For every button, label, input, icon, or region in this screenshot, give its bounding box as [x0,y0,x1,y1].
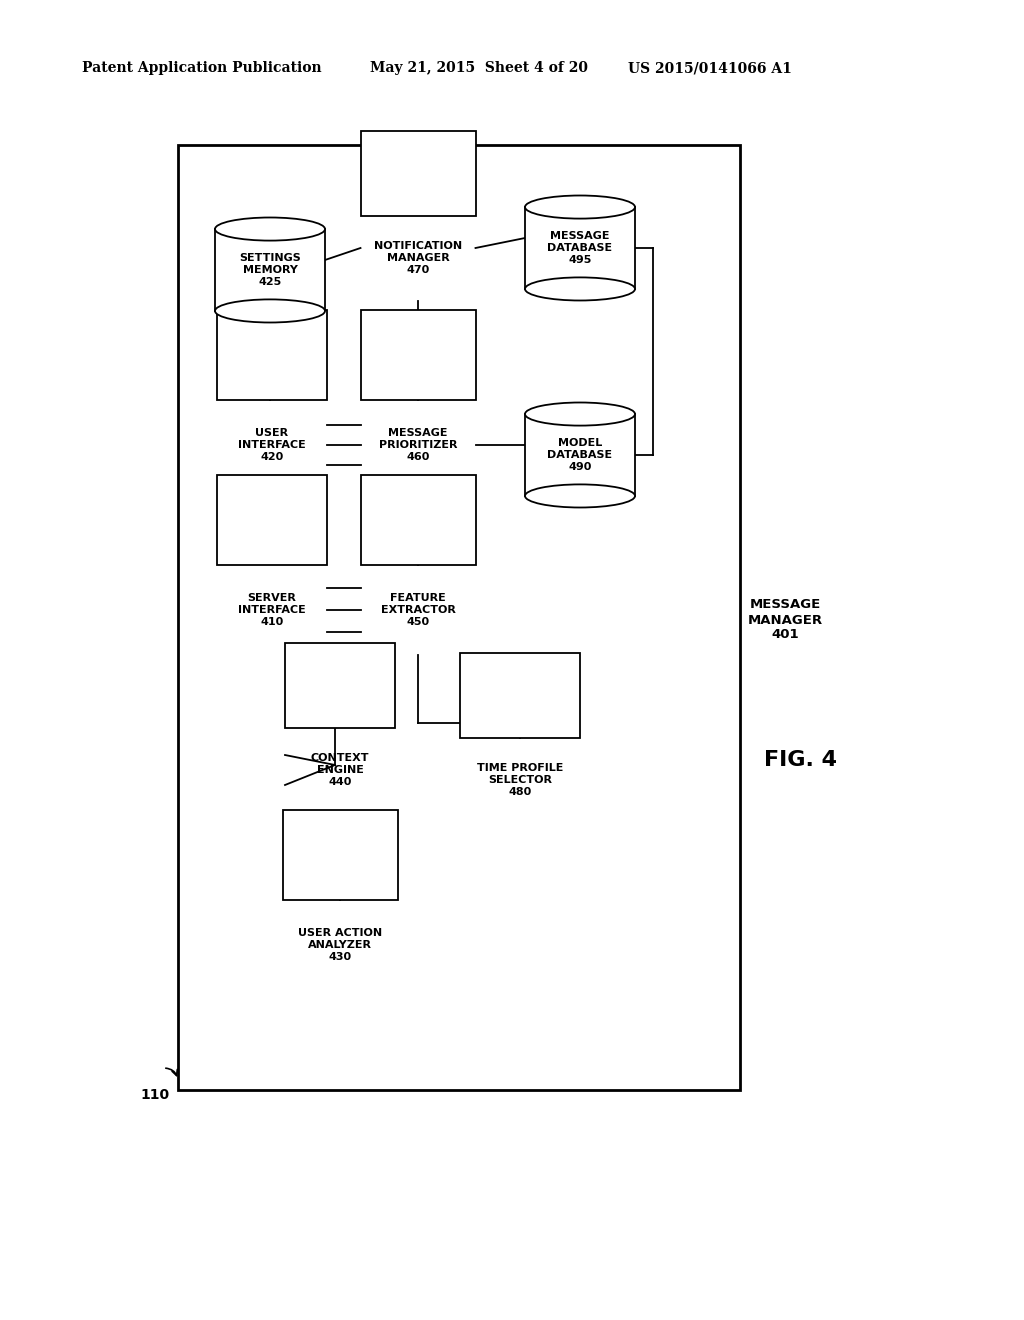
Bar [360,131,475,215]
Bar [217,475,327,565]
Text: USER ACTION
ANALYZER
430: USER ACTION ANALYZER 430 [298,928,382,961]
Bar [217,310,327,400]
Text: CONTEXT
ENGINE
440: CONTEXT ENGINE 440 [310,754,370,787]
Bar [283,810,397,900]
Bar [525,414,635,496]
Text: US 2015/0141066 A1: US 2015/0141066 A1 [628,61,792,75]
Bar [360,475,475,565]
Bar [215,230,325,312]
Bar [525,207,635,289]
Ellipse shape [215,218,325,240]
Ellipse shape [525,484,635,507]
Bar [178,145,740,1090]
Bar [285,643,395,727]
Text: Patent Application Publication: Patent Application Publication [82,61,322,75]
Ellipse shape [525,403,635,425]
Text: USER
INTERFACE
420: USER INTERFACE 420 [239,429,306,462]
Text: MESSAGE
PRIORITIZER
460: MESSAGE PRIORITIZER 460 [379,429,458,462]
Text: 110: 110 [140,1088,170,1102]
Text: SETTINGS
MEMORY
425: SETTINGS MEMORY 425 [240,253,301,286]
Text: FIG. 4: FIG. 4 [764,750,837,770]
Text: FEATURE
EXTRACTOR
450: FEATURE EXTRACTOR 450 [381,594,456,627]
Text: SERVER
INTERFACE
410: SERVER INTERFACE 410 [239,594,306,627]
Bar [360,310,475,400]
Ellipse shape [215,300,325,322]
Ellipse shape [525,195,635,219]
Text: MESSAGE
DATABASE
495: MESSAGE DATABASE 495 [548,231,612,264]
Ellipse shape [525,277,635,301]
Text: May 21, 2015  Sheet 4 of 20: May 21, 2015 Sheet 4 of 20 [370,61,588,75]
Bar [460,652,580,738]
Text: MESSAGE
MANAGER
401: MESSAGE MANAGER 401 [748,598,822,642]
Text: MODEL
DATABASE
490: MODEL DATABASE 490 [548,438,612,471]
Text: NOTIFICATION
MANAGER
470: NOTIFICATION MANAGER 470 [374,242,462,275]
Text: TIME PROFILE
SELECTOR
480: TIME PROFILE SELECTOR 480 [477,763,563,796]
